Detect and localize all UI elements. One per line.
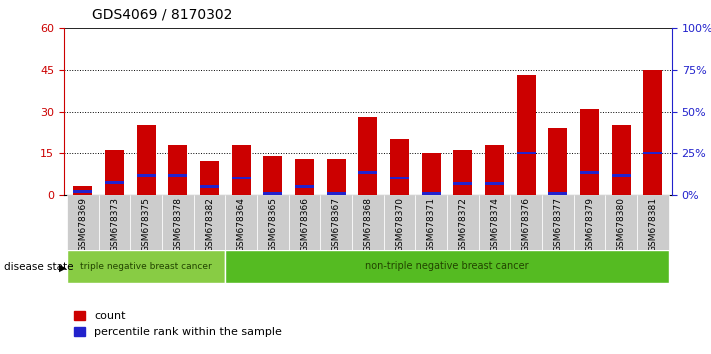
- Text: GSM678380: GSM678380: [616, 198, 626, 252]
- FancyBboxPatch shape: [542, 195, 574, 250]
- Bar: [105, 150, 124, 195]
- Bar: [232, 177, 251, 179]
- Text: GSM678376: GSM678376: [522, 198, 530, 252]
- FancyBboxPatch shape: [605, 195, 637, 250]
- FancyBboxPatch shape: [415, 195, 447, 250]
- Bar: [73, 190, 92, 193]
- Bar: [611, 125, 631, 195]
- Text: GSM678370: GSM678370: [395, 198, 404, 252]
- Bar: [137, 125, 156, 195]
- Bar: [327, 192, 346, 195]
- Text: disease state: disease state: [4, 262, 73, 272]
- Bar: [517, 152, 536, 154]
- FancyBboxPatch shape: [289, 195, 321, 250]
- Bar: [264, 156, 282, 195]
- Text: GSM678378: GSM678378: [173, 198, 183, 252]
- FancyBboxPatch shape: [67, 250, 225, 283]
- Bar: [295, 159, 314, 195]
- Bar: [643, 70, 663, 195]
- Text: GSM678379: GSM678379: [585, 198, 594, 252]
- Text: ▶: ▶: [59, 262, 67, 272]
- FancyBboxPatch shape: [67, 195, 99, 250]
- Text: GSM678374: GSM678374: [490, 198, 499, 252]
- FancyBboxPatch shape: [194, 195, 225, 250]
- FancyBboxPatch shape: [257, 195, 289, 250]
- Bar: [580, 171, 599, 174]
- FancyBboxPatch shape: [321, 195, 352, 250]
- FancyBboxPatch shape: [637, 195, 669, 250]
- Bar: [232, 145, 251, 195]
- Bar: [390, 139, 409, 195]
- Bar: [485, 145, 504, 195]
- Bar: [327, 159, 346, 195]
- Bar: [422, 153, 441, 195]
- Text: GSM678366: GSM678366: [300, 198, 309, 252]
- Bar: [358, 171, 378, 174]
- Text: GSM678382: GSM678382: [205, 198, 214, 252]
- Bar: [105, 181, 124, 184]
- Legend: count, percentile rank within the sample: count, percentile rank within the sample: [70, 307, 287, 342]
- Bar: [73, 186, 92, 195]
- Text: GSM678371: GSM678371: [427, 198, 436, 252]
- Bar: [485, 182, 504, 185]
- FancyBboxPatch shape: [99, 195, 131, 250]
- Text: GSM678368: GSM678368: [363, 198, 373, 252]
- Bar: [200, 185, 219, 188]
- FancyBboxPatch shape: [352, 195, 384, 250]
- FancyBboxPatch shape: [225, 195, 257, 250]
- Text: GSM678367: GSM678367: [332, 198, 341, 252]
- Text: GSM678375: GSM678375: [141, 198, 151, 252]
- Bar: [580, 109, 599, 195]
- Bar: [390, 177, 409, 179]
- Text: GSM678373: GSM678373: [110, 198, 119, 252]
- Text: GSM678372: GSM678372: [459, 198, 467, 252]
- Bar: [422, 192, 441, 195]
- Bar: [454, 182, 472, 185]
- Text: GSM678381: GSM678381: [648, 198, 658, 252]
- Text: non-triple negative breast cancer: non-triple negative breast cancer: [365, 261, 529, 272]
- Text: GSM678365: GSM678365: [269, 198, 277, 252]
- Bar: [264, 192, 282, 195]
- Bar: [200, 161, 219, 195]
- FancyBboxPatch shape: [574, 195, 605, 250]
- Text: GSM678377: GSM678377: [553, 198, 562, 252]
- Bar: [137, 174, 156, 177]
- FancyBboxPatch shape: [479, 195, 510, 250]
- Bar: [611, 174, 631, 177]
- FancyBboxPatch shape: [131, 195, 162, 250]
- Text: GDS4069 / 8170302: GDS4069 / 8170302: [92, 7, 232, 21]
- Bar: [548, 192, 567, 195]
- Text: GSM678369: GSM678369: [78, 198, 87, 252]
- FancyBboxPatch shape: [510, 195, 542, 250]
- Bar: [517, 75, 536, 195]
- Bar: [548, 128, 567, 195]
- Bar: [169, 145, 188, 195]
- Bar: [358, 117, 378, 195]
- Bar: [169, 174, 188, 177]
- FancyBboxPatch shape: [447, 195, 479, 250]
- Bar: [295, 185, 314, 188]
- Text: triple negative breast cancer: triple negative breast cancer: [80, 262, 212, 271]
- Text: GSM678364: GSM678364: [237, 198, 246, 252]
- Bar: [643, 152, 663, 154]
- FancyBboxPatch shape: [384, 195, 415, 250]
- FancyBboxPatch shape: [225, 250, 669, 283]
- Bar: [454, 150, 472, 195]
- FancyBboxPatch shape: [162, 195, 194, 250]
